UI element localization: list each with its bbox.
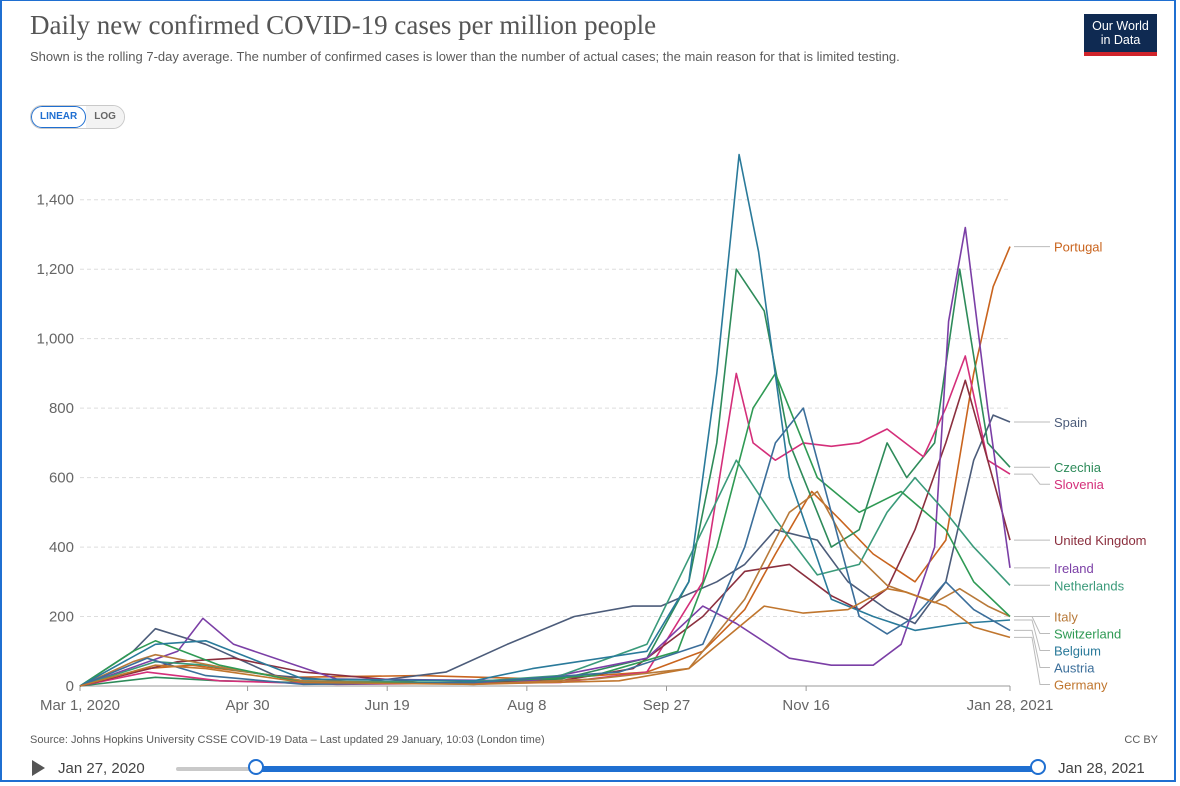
y-tick-label: 400: [49, 539, 74, 556]
y-tick-label: 800: [49, 400, 74, 417]
x-tick-label: Aug 8: [507, 697, 546, 714]
series-label-portugal: Portugal: [1054, 240, 1103, 255]
timeline-start-handle[interactable]: [248, 759, 264, 775]
timeline-end-label: Jan 28, 2021: [1058, 760, 1145, 777]
source-note[interactable]: Source: Johns Hopkins University CSSE CO…: [30, 734, 545, 746]
series-line-italy: [79, 490, 1011, 687]
series-line-united-kingdom: [79, 379, 1011, 687]
series-line-switzerland: [79, 372, 1011, 687]
series-line-austria: [79, 407, 1011, 687]
timeline-slider: Jan 27, 2020 Jan 28, 2021: [30, 757, 1160, 781]
series-line-belgium: [79, 153, 1011, 687]
label-leader-line: [1014, 473, 1050, 485]
series-label-switzerland: Switzerland: [1054, 627, 1121, 642]
series-line-germany: [79, 587, 1011, 687]
logo-line-1: Our World: [1092, 19, 1149, 33]
label-leader-line: [1014, 616, 1050, 634]
x-tick-label: Sep 27: [643, 697, 691, 714]
series-line-slovenia: [79, 355, 1011, 687]
series-label-belgium: Belgium: [1054, 644, 1101, 659]
linear-scale-button[interactable]: LINEAR: [31, 106, 87, 128]
timeline-start-label: Jan 27, 2020: [58, 760, 145, 777]
x-tick-label: Jan 28, 2021: [967, 697, 1054, 714]
y-tick-label: 1,200: [36, 261, 74, 278]
series-label-ireland: Ireland: [1054, 561, 1094, 576]
series-line-ireland: [79, 226, 1011, 687]
log-scale-button[interactable]: LOG: [86, 106, 124, 128]
play-icon[interactable]: [32, 760, 45, 776]
series-label-germany: Germany: [1054, 678, 1108, 693]
timeline-selected-range: [256, 766, 1036, 772]
label-leader-line: [1014, 629, 1050, 668]
chart-subtitle: Shown is the rolling 7-day average. The …: [30, 49, 900, 64]
x-tick-label: Nov 16: [782, 697, 830, 714]
y-tick-label: 1,000: [36, 331, 74, 348]
y-tick-label: 600: [49, 470, 74, 487]
series-label-czechia: Czechia: [1054, 460, 1102, 475]
timeline-end-handle[interactable]: [1030, 759, 1046, 775]
y-tick-label: 200: [49, 609, 74, 626]
series-label-netherlands: Netherlands: [1054, 578, 1125, 593]
x-tick-label: Mar 1, 2020: [40, 697, 120, 714]
license-link[interactable]: CC BY: [1124, 734, 1158, 746]
series-label-austria: Austria: [1054, 661, 1095, 676]
chart-title: Daily new confirmed COVID-19 cases per m…: [30, 10, 657, 40]
series-label-slovenia: Slovenia: [1054, 477, 1105, 492]
series-label-italy: Italy: [1054, 610, 1078, 625]
x-tick-label: Apr 30: [225, 697, 269, 714]
x-tick-label: Jun 19: [365, 697, 410, 714]
owid-logo[interactable]: Our World in Data: [1084, 14, 1157, 56]
label-leader-line: [1014, 636, 1050, 685]
y-tick-label: 1,400: [36, 192, 74, 209]
series-line-portugal: [79, 246, 1011, 687]
y-tick-label: 0: [66, 678, 74, 695]
scale-toggle: LINEAR LOG: [30, 105, 125, 129]
logo-line-2: in Data: [1100, 33, 1141, 47]
label-leader-line: [1014, 619, 1050, 651]
line-chart: 0 200 400 600 800 1,000 1,200 1,400 Mar 1, 2020 A…: [36, 153, 1147, 714]
series-label-spain: Spain: [1054, 415, 1087, 430]
series-label-united-kingdom: United Kingdom: [1054, 533, 1147, 548]
